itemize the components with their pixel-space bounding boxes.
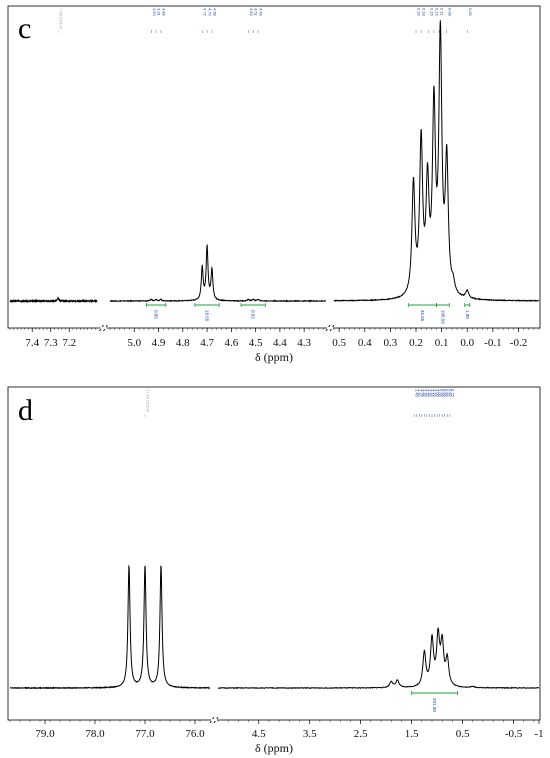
peak-label: 1.00 [438, 389, 443, 398]
x-tick-label: 4.4 [273, 337, 287, 349]
x-tick-label: 4.5 [252, 728, 266, 740]
panel-label: d [18, 394, 33, 427]
peak-label: 0.90 [443, 389, 448, 398]
x-tick-label: 0.2 [409, 337, 423, 349]
x-tick-label: -0.1 [484, 337, 501, 349]
spectrum-trace-segment-2 [333, 20, 540, 302]
peak-label: 0.08 [447, 8, 452, 17]
peak-label: 0.15 [429, 8, 434, 17]
spectrum-trace-segment-1 [217, 627, 540, 690]
x-tick-label: 2.5 [354, 728, 368, 740]
x-tick-label: 5.0 [127, 337, 141, 349]
spectrum-trace-segment-1 [109, 243, 327, 303]
peak-label: 1.05 [435, 389, 440, 398]
x-tick-label: 0.1 [435, 337, 449, 349]
x-tick-label: 4.9 [152, 337, 166, 349]
integral-label: 18.65 [205, 310, 210, 322]
peak-label: 1.10 [433, 389, 438, 398]
axis-break-gap [100, 327, 107, 329]
x-tick-label: 78.0 [85, 728, 105, 740]
peak-label: 1.15 [430, 389, 435, 398]
peak-label: 4.91 [157, 8, 162, 17]
peak-label: 0.20 [417, 8, 422, 17]
spectrum-panel-d: d 79.0 78.0 77.0 76.0 4.5 3.5 2.5 1.5 0.5 -0.5 -1 δ … [7, 386, 544, 755]
integral-label: 0.85 [154, 310, 159, 319]
peak-label: 1.45 [415, 389, 420, 398]
plot-frame [7, 5, 541, 329]
peak-label: 1.35 [420, 389, 425, 398]
x-tick-label: 0.4 [358, 337, 372, 349]
spectrum-panel-c: c 7.4 7.3 7.2 5.0 4.9 4.8 4.7 4.6 4.5 4.4 4.3 0.5 0.4… [7, 5, 541, 364]
integral-label: 45.55 [420, 310, 425, 322]
integral-label: 201.00 [432, 698, 437, 712]
peak-label: 0.00 [468, 8, 473, 17]
peak-label: 4.53 [249, 8, 254, 17]
peak-label: 1.40 [417, 389, 422, 398]
x-tick-label: 4.8 [176, 337, 190, 349]
peak-label: 1.25 [425, 389, 430, 398]
integral-label: 1.00 [465, 310, 470, 319]
x-tick-label: 76.0 [185, 728, 205, 740]
peak-label: 0.95 [440, 389, 445, 398]
peak-label: 4.70 [208, 8, 213, 17]
peak-label: 4.72 [203, 8, 208, 17]
x-tick-label: 77.0 [135, 728, 155, 740]
x-tick-label: 3.5 [303, 728, 317, 740]
peak-label: 4.89 [161, 8, 166, 17]
peak-label: 0.80 [448, 389, 453, 398]
peak-label: 4.68 [212, 8, 217, 17]
integral-label: 0.92 [251, 310, 256, 319]
x-tick-label: 7.3 [44, 337, 58, 349]
x-tick-label: 0.5 [456, 728, 470, 740]
peak-label: 0.13 [434, 8, 439, 17]
x-tick-label: 4.5 [249, 337, 263, 349]
x-tick-label: 1.5 [405, 728, 419, 740]
x-tick-label: -0.2 [510, 337, 527, 349]
x-tick-label: 4.7 [200, 337, 214, 349]
x-tick-label: 0.0 [460, 337, 474, 349]
x-tick-label: 4.6 [224, 337, 238, 349]
peak-label: 0.18 [422, 8, 427, 17]
x-tick-label: 7.2 [62, 337, 76, 349]
spectrum-trace-segment-0 [9, 564, 211, 690]
peak-label: 0.85 [445, 389, 450, 398]
peak-label: 1.20 [427, 389, 432, 398]
peak-label: 4.51 [254, 8, 259, 17]
x-tick-label: -0.5 [505, 728, 523, 740]
peak-label: 4.93 [152, 8, 157, 17]
x-axis-label: δ (ppm) [255, 350, 293, 364]
axis-break-gap [327, 327, 333, 329]
x-tick-label: 7.4 [25, 337, 39, 349]
axis-break-gap [211, 719, 217, 721]
x-axis-label: δ (ppm) [255, 741, 293, 755]
peak-label: 7.26 CDCl3 [59, 8, 64, 29]
x-tick-label: 0.3 [384, 337, 398, 349]
panel-label: c [18, 12, 31, 45]
x-tick-label: -1 [534, 728, 543, 740]
integral-label: 108.59 [440, 310, 445, 324]
peak-label: 0.75 [450, 389, 455, 398]
x-tick-label: 4.3 [297, 337, 311, 349]
plot-frame [7, 386, 541, 721]
peak-label: 4.49 [259, 8, 264, 17]
x-tick-label: 79.0 [35, 728, 55, 740]
peak-label: 1.30 [422, 389, 427, 398]
x-tick-label: 0.5 [332, 337, 346, 349]
peak-label: 77.16 CDCl3 [146, 389, 151, 413]
spectrum-trace-segment-0 [9, 296, 98, 304]
peak-label: 0.11 [440, 8, 445, 16]
